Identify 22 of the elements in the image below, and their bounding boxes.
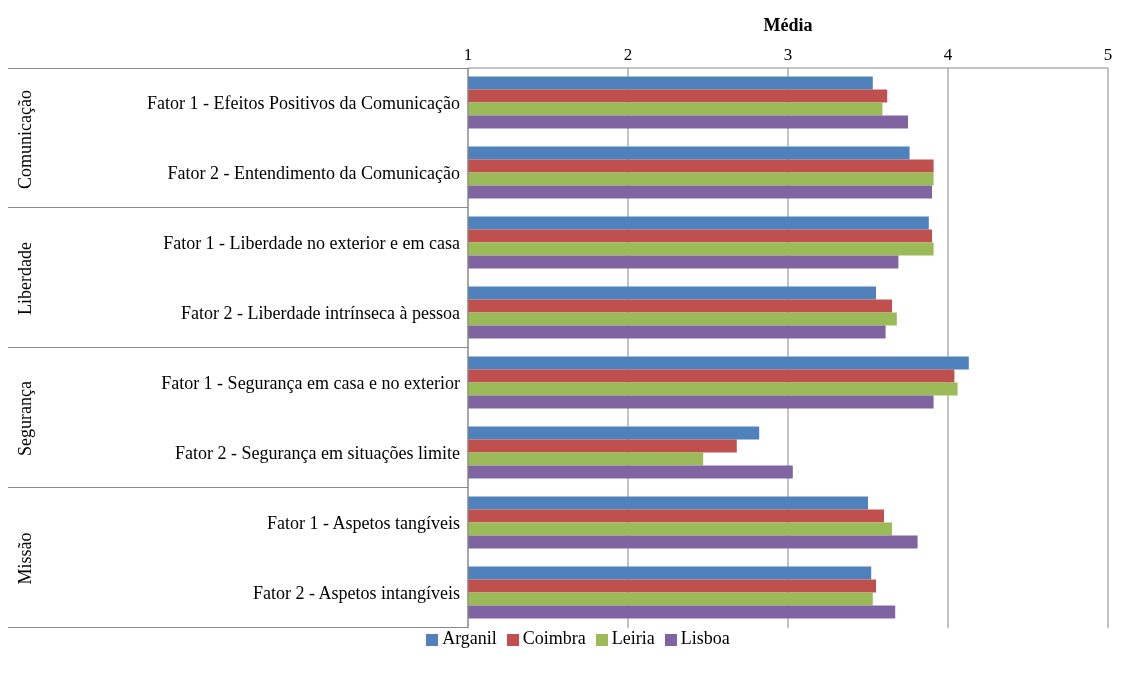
x-tick-label: 1 [463, 45, 473, 64]
y-tick-label: Fator 1 - Liberdade no exterior e em casa [163, 233, 460, 254]
text: Comunicação [14, 89, 36, 189]
legend-label: Lisboa [680, 628, 730, 648]
x-axis-title: Média [763, 14, 813, 35]
y-tick-label: Fator 1 - Efeitos Positivos da Comunicação [147, 93, 460, 114]
legend-label: Arganil [442, 628, 497, 648]
x-tick-label: 3 [783, 45, 793, 64]
y-tick-label: Fator 1 - Aspetos tangíveis [267, 513, 460, 534]
y-tick-label: Fator 2 - Entendimento da Comunicação [167, 163, 460, 184]
y-tick-label: Fator 2 - Liberdade intrínseca à pessoa [181, 303, 460, 324]
legend-label: Coimbra [522, 628, 586, 648]
x-tick-label: 5 [1103, 45, 1113, 64]
text: Segurança [14, 380, 36, 456]
legend-label: Leiria [611, 628, 655, 648]
x-tick-label: 2 [623, 45, 633, 64]
x-tick-label: 4 [943, 45, 953, 64]
text: Missão [14, 531, 36, 585]
y-tick-label: Fator 1 - Segurança em casa e no exterior [161, 373, 460, 394]
y-tick-label: Fator 2 - Aspetos intangíveis [253, 583, 460, 604]
y-tick-label: Fator 2 - Segurança em situações limite [175, 443, 460, 464]
text: Liberdade [14, 241, 36, 315]
